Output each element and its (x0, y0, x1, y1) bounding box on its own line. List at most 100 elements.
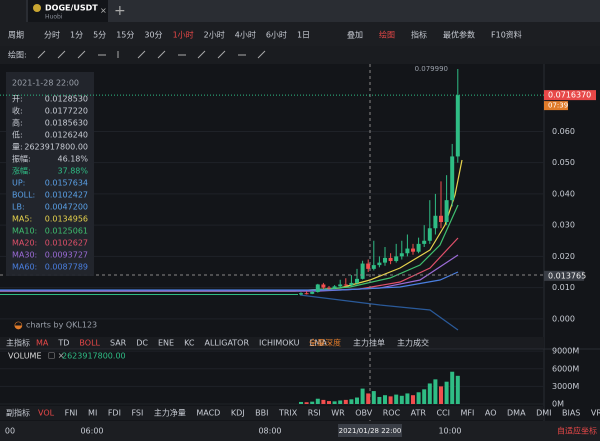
main-indicator-bar (0, 337, 544, 349)
sub-indicator[interactable]: MFI (461, 409, 475, 418)
info-label: 低: (12, 130, 23, 140)
sub-indicator[interactable]: KDJ (231, 409, 245, 418)
period[interactable]: 4小时 (235, 30, 256, 40)
high-label: 0.079990 (415, 65, 448, 73)
sub-indicator[interactable]: VR (591, 409, 600, 418)
candle-body (394, 256, 399, 262)
window-button[interactable] (0, 0, 26, 22)
period[interactable]: 分时 (44, 30, 60, 40)
candle-body (455, 95, 460, 157)
info-value: 0.0128530 (45, 95, 88, 104)
order-book-toggle[interactable]: 主力挂单 (353, 338, 385, 348)
main-indicator[interactable]: KC (184, 339, 195, 348)
period[interactable]: 1小时 (173, 30, 194, 40)
order-book-toggle[interactable]: 主力成交 (397, 338, 429, 348)
period[interactable]: 30分 (144, 31, 162, 40)
coin-icon (33, 4, 41, 12)
sub-indicator[interactable]: BBI (255, 409, 268, 418)
volume-bar (388, 396, 393, 404)
sub-indicator[interactable]: DMI (536, 409, 551, 418)
tool[interactable]: 指标 (411, 30, 427, 40)
info-value: 0.0087789 (45, 263, 88, 272)
info-datetime: 2021-1-28 22:00 (12, 79, 79, 88)
main-indicator[interactable]: MA (36, 339, 49, 348)
candle-body (439, 215, 443, 223)
period[interactable]: 1日 (297, 31, 310, 40)
volume-bar (343, 399, 348, 404)
period[interactable]: 2小时 (204, 30, 225, 40)
volume-bar (310, 401, 315, 404)
main-indicator[interactable]: TD (57, 339, 69, 348)
sub-indicator[interactable]: FNI (65, 409, 78, 418)
volume-bar (332, 401, 337, 404)
sub-indicator[interactable]: ROC (383, 409, 401, 418)
tool[interactable]: F10资料 (491, 30, 522, 40)
candle-body (427, 228, 432, 241)
drawing-tools[interactable] (37, 50, 266, 59)
volume-bar (349, 399, 354, 404)
sub-indicator[interactable]: MACD (196, 409, 220, 418)
main-indicator[interactable]: SAR (110, 339, 127, 348)
countdown: 07:39 (548, 102, 568, 110)
volume-bar (304, 402, 309, 404)
volume-value: 2623917800.00 (62, 352, 126, 361)
info-label: MA20: (12, 239, 37, 248)
crosshair-time-box (338, 424, 402, 437)
y-tick-label: 0.000 (552, 314, 575, 323)
info-panel (6, 72, 94, 276)
sub-indicator[interactable]: FDI (108, 409, 121, 418)
period[interactable]: 6小时 (266, 30, 287, 40)
sub-indicator[interactable]: RSI (308, 409, 321, 418)
sub-indicator[interactable]: VOL (38, 409, 55, 418)
main-indicator[interactable]: ALLIGATOR (205, 339, 250, 348)
close-tab[interactable]: ✕ (100, 7, 107, 16)
sub-indicator[interactable]: OBV (355, 409, 373, 418)
sub-indicator[interactable]: WR (331, 409, 345, 418)
period-label: 周期 (8, 31, 24, 40)
drawing-toolbar (0, 46, 600, 64)
main-indicator[interactable]: ICHIMOKU (259, 339, 300, 348)
candle-body (444, 200, 449, 223)
sub-indicator[interactable]: BIAS (562, 409, 580, 418)
info-value: 2623917800.00 (24, 143, 88, 152)
info-label: UP: (12, 179, 25, 188)
tool[interactable]: 绘图 (379, 30, 395, 40)
volume-bar (315, 398, 320, 404)
period[interactable]: 5分 (93, 31, 106, 40)
tab[interactable] (28, 0, 108, 22)
symbol: DOGE/USDT (45, 4, 98, 13)
sub-indicator[interactable]: FSI (131, 409, 143, 418)
main-indicator[interactable]: EMA (309, 339, 327, 348)
main-indicator[interactable]: DC (136, 339, 148, 348)
order-book-toggle[interactable]: 全量深度 (309, 338, 341, 348)
tool[interactable]: 最优参数 (443, 30, 475, 40)
period[interactable]: 1分 (70, 31, 83, 40)
info-label: MA5: (12, 215, 32, 224)
volume-toggle[interactable]: ☐ ✕ (48, 352, 64, 361)
candle-body (321, 284, 326, 288)
sub-indicator[interactable]: MI (88, 409, 97, 418)
candle-body (416, 243, 421, 252)
candle-body (377, 262, 382, 266)
new-tab[interactable]: + (114, 3, 126, 19)
auto-scale[interactable]: 自适应坐标 (557, 426, 597, 436)
period[interactable]: 15分 (116, 31, 134, 40)
crosshair-price-tag (544, 270, 584, 281)
info-label: 高: (12, 118, 23, 128)
sub-indicator[interactable]: TRIX (278, 409, 298, 418)
sub-indicator[interactable]: CCI (436, 409, 450, 418)
y-tick-label: 0.050 (552, 158, 575, 167)
y-tick-label: 0.040 (552, 189, 575, 198)
candle-body (310, 291, 315, 294)
main-indicator[interactable]: BOLL (79, 339, 100, 348)
candle-body (360, 263, 365, 279)
y-tick-label: 0.030 (552, 221, 575, 230)
tool[interactable]: 叠加 (347, 30, 363, 40)
main-indicator[interactable]: ENE (158, 339, 174, 348)
logo: ◒ (14, 320, 23, 331)
sub-indicator[interactable]: AO (485, 409, 497, 418)
sub-indicator[interactable]: 主力净量 (154, 408, 186, 418)
drawing-label: 绘图: (8, 50, 27, 60)
sub-indicator[interactable]: ATR (411, 409, 427, 418)
sub-indicator[interactable]: DMA (507, 409, 526, 418)
